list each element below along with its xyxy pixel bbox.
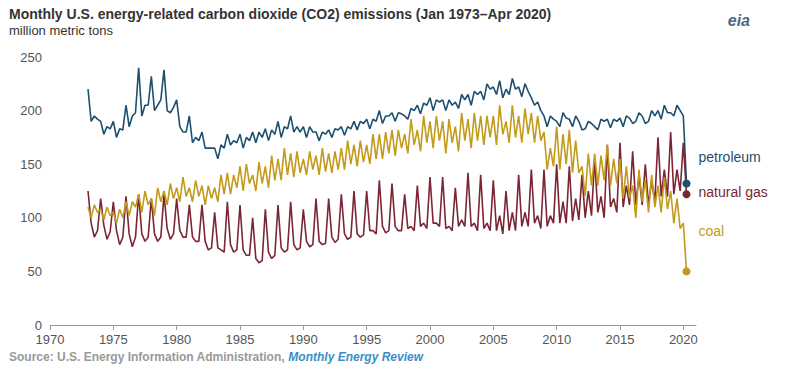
svg-text:1970: 1970 — [36, 332, 65, 347]
svg-text:Monthly U.S. energy-related ca: Monthly U.S. energy-related carbon dioxi… — [9, 6, 551, 22]
svg-text:1990: 1990 — [289, 332, 318, 347]
svg-text:250: 250 — [20, 50, 42, 65]
svg-text:2020: 2020 — [669, 332, 698, 347]
svg-text:1985: 1985 — [226, 332, 255, 347]
svg-text:1995: 1995 — [352, 332, 381, 347]
svg-text:Source: U.S. Energy Informatio: Source: U.S. Energy Information Administ… — [9, 350, 285, 364]
svg-text:100: 100 — [20, 210, 42, 225]
svg-text:eia: eia — [728, 12, 750, 29]
svg-text:50: 50 — [28, 264, 42, 279]
svg-text:2000: 2000 — [416, 332, 445, 347]
svg-text:natural gas: natural gas — [699, 184, 768, 200]
svg-text:150: 150 — [20, 157, 42, 172]
svg-text:Monthly Energy Review: Monthly Energy Review — [288, 350, 423, 364]
svg-text:2005: 2005 — [479, 332, 508, 347]
svg-text:200: 200 — [20, 103, 42, 118]
svg-text:1980: 1980 — [162, 332, 191, 347]
svg-text:1975: 1975 — [99, 332, 128, 347]
svg-text:million metric tons: million metric tons — [9, 23, 114, 38]
svg-text:2015: 2015 — [606, 332, 635, 347]
svg-text:2010: 2010 — [542, 332, 571, 347]
svg-text:0: 0 — [35, 318, 42, 333]
svg-text:coal: coal — [699, 223, 725, 239]
svg-text:petroleum: petroleum — [699, 149, 761, 165]
